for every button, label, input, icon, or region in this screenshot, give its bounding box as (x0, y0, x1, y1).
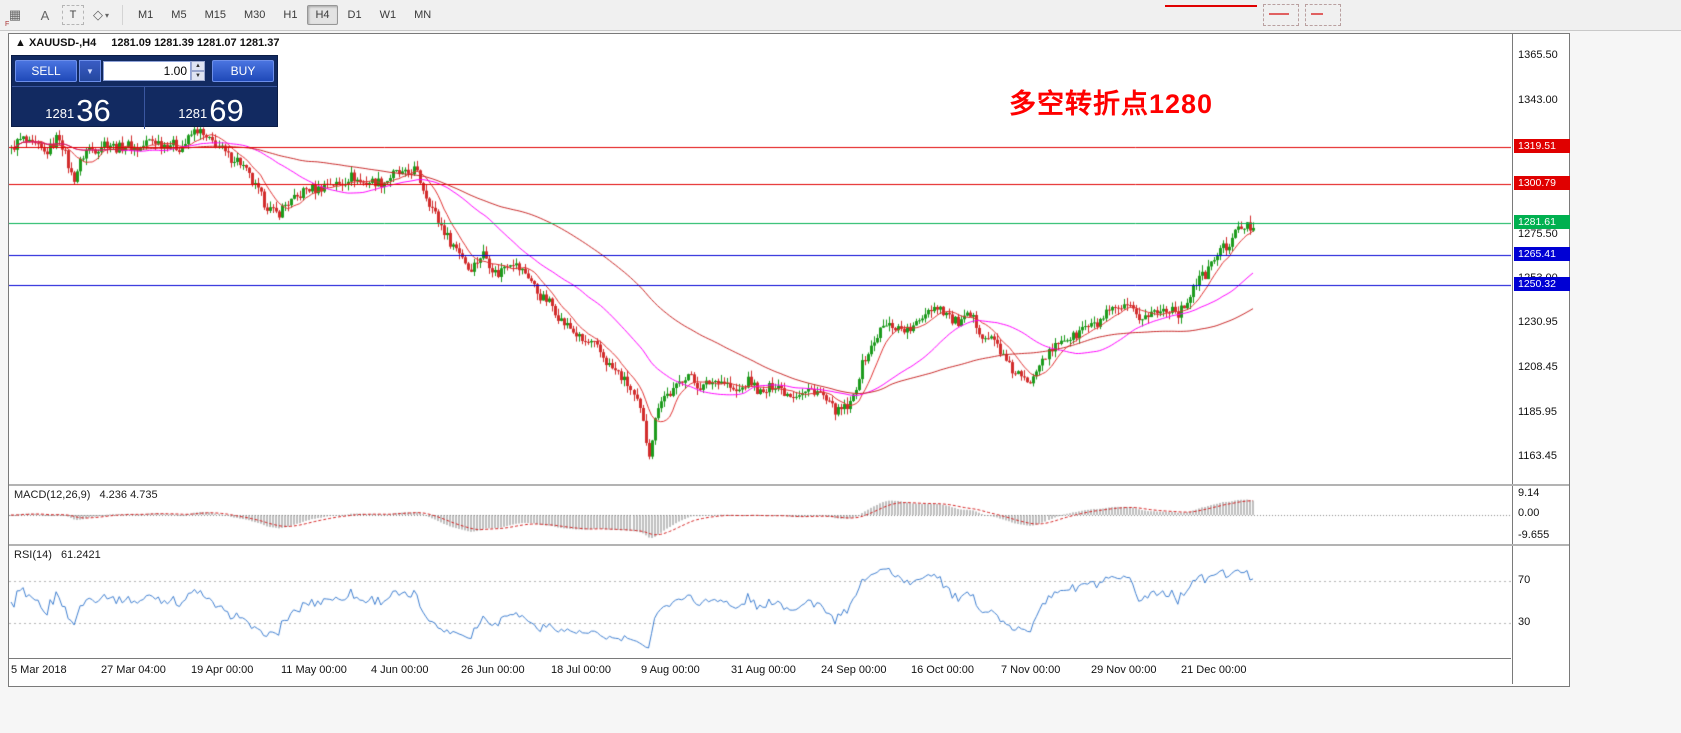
plot-column: ▲ XAUUSD-,H4 1281.09 1281.39 1281.07 128… (9, 34, 1511, 685)
text-label-tool-icon[interactable]: A (40, 7, 50, 23)
time-axis-label: 9 Aug 00:00 (641, 664, 700, 676)
time-axis-label: 19 Apr 00:00 (191, 664, 254, 676)
price-axis-label: 1163.45 (1518, 450, 1557, 463)
red-hline-object-icon[interactable] (1165, 5, 1257, 7)
time-axis-label: 18 Jul 00:00 (551, 664, 611, 676)
frame-mark (1311, 13, 1323, 15)
price-axis-label: 1275.50 (1518, 227, 1558, 240)
buy-price-small: 1281 (178, 106, 208, 121)
price-line-tag: 1281.61 (1514, 214, 1570, 229)
trade-panel-controls: SELL ▼ ▲ ▼ BUY (12, 56, 277, 86)
price-line-tag: 1319.51 (1514, 139, 1570, 154)
time-axis-label: 26 Jun 00:00 (461, 664, 525, 676)
price-axis-macd: 9.14 0.00 -9.655 (1513, 486, 1569, 544)
chart-annotation-text: 多空转折点1280 (1009, 89, 1214, 119)
sell-price-big: 36 (76, 93, 111, 128)
sell-price[interactable]: 1281 36 (12, 87, 144, 129)
grid-tool-glyph: ▦ (8, 7, 22, 22)
timeframe-button-H1[interactable]: H1 (283, 9, 298, 21)
symbol-title: XAUUSD-,H4 (28, 37, 97, 49)
macd-axis-label: 0.00 (1518, 507, 1540, 519)
rsi-axis-label: 70 (1518, 574, 1531, 587)
shapes-tool-icon[interactable]: ◇ ▾ (88, 3, 114, 27)
volume-stepper: ▲ ▼ (191, 61, 205, 81)
dotted-frame-icon[interactable] (1263, 4, 1299, 26)
price-axis-label: 1343.00 (1518, 93, 1558, 106)
timeframe-button-M5[interactable]: M5 (171, 9, 187, 21)
macd-label: MACD(12,26,9) (14, 489, 91, 501)
time-axis-label: 7 Nov 00:00 (1001, 664, 1061, 676)
rsi-panel-canvas[interactable] (9, 546, 1511, 658)
price-line-tag: 1250.32 (1514, 276, 1570, 291)
chart-window: ▲ XAUUSD-,H4 1281.09 1281.39 1281.07 128… (8, 33, 1570, 687)
toolbar-right-objects (1165, 0, 1341, 30)
volume-input[interactable] (103, 61, 191, 81)
timeframe-button-M1[interactable]: M1 (138, 9, 154, 21)
volume-spin-up[interactable]: ▲ (191, 61, 205, 71)
timeframe-button-MN[interactable]: MN (414, 9, 432, 21)
rsi-label: RSI(14) (14, 549, 52, 561)
time-axis-label: 5 Mar 2018 (11, 664, 67, 676)
chevron-down-icon: ▾ (104, 10, 109, 20)
volume-dropdown-button[interactable]: ▼ (79, 60, 101, 82)
panel-splitter[interactable] (9, 544, 1569, 546)
macd-axis-label: 9.14 (1518, 487, 1540, 499)
top-toolbar: ▦ F A T ◇ ▾ M1 M5 M15 M30 H1 H4 D1 W1 MN (0, 0, 1681, 31)
time-axis[interactable]: 5 Mar 2018 27 Mar 04:00 19 Apr 00:00 11 May… (9, 658, 1511, 685)
frame-mark (1269, 13, 1289, 15)
sell-button[interactable]: SELL (15, 60, 77, 82)
price-axis-label: 1185.95 (1518, 405, 1557, 418)
text-box-tool-icon[interactable]: T (62, 5, 84, 25)
macd-panel-canvas[interactable] (9, 486, 1511, 544)
timeframe-button-M30[interactable]: M30 (243, 9, 266, 21)
dotted-frame-icon[interactable] (1305, 4, 1341, 26)
time-axis-label: 31 Aug 00:00 (731, 664, 796, 676)
buy-button[interactable]: BUY (212, 60, 274, 82)
chart-direction-icon: ▲ (15, 37, 26, 49)
sell-price-small: 1281 (45, 106, 75, 121)
price-line-tag: 1300.79 (1514, 176, 1570, 191)
time-axis-label: 11 May 00:00 (281, 664, 347, 676)
price-divider (144, 87, 145, 129)
panel-splitter[interactable] (9, 484, 1569, 486)
macd-header: MACD(12,26,9) 4.236 4.735 (14, 489, 158, 501)
rsi-value: 61.2421 (60, 549, 101, 561)
buy-price[interactable]: 1281 69 (145, 87, 277, 129)
rsi-axis-label: 30 (1518, 615, 1531, 628)
time-axis-label: 29 Nov 00:00 (1091, 664, 1157, 676)
time-axis-label: 21 Dec 00:00 (1181, 664, 1247, 676)
volume-spin-down[interactable]: ▼ (191, 71, 205, 81)
grid-tool-icon[interactable]: ▦ F (2, 3, 28, 28)
timeframe-button-M15[interactable]: M15 (204, 9, 226, 21)
trade-panel-prices: 1281 36 1281 69 (12, 86, 277, 129)
price-axis-rsi: 70 30 (1513, 546, 1569, 658)
shapes-tool-glyph: ◇ (92, 7, 103, 22)
price-axis-column[interactable]: 1365.501343.001275.501253.001230.951208.… (1512, 34, 1570, 684)
volume-control: ▲ ▼ (103, 61, 205, 81)
price-axis-label: 1208.45 (1518, 360, 1558, 373)
rsi-header: RSI(14) 61.2421 (14, 549, 101, 561)
symbol-header: ▲ XAUUSD-,H4 1281.09 1281.39 1281.07 128… (15, 37, 279, 49)
timeframe-button-H4[interactable]: H4 (307, 5, 338, 25)
timeframe-button-D1[interactable]: D1 (347, 9, 362, 21)
price-axis-label: 1230.95 (1518, 316, 1558, 329)
price-line-tag: 1265.41 (1514, 246, 1570, 261)
price-axis-label: 1365.50 (1518, 48, 1558, 61)
buy-price-big: 69 (209, 93, 244, 128)
time-axis-label: 27 Mar 04:00 (101, 664, 166, 676)
macd-axis-label: -9.655 (1518, 529, 1550, 541)
price-axis-main: 1365.501343.001275.501253.001230.951208.… (1513, 34, 1570, 484)
grid-tool-sub: F (5, 21, 10, 28)
time-axis-label: 24 Sep 00:00 (821, 664, 887, 676)
toolbar-separator (122, 5, 123, 25)
ohlc-values: 1281.09 1281.39 1281.07 1281.37 (111, 37, 280, 49)
macd-values: 4.236 4.735 (99, 489, 158, 501)
timeframe-group: M1 M5 M15 M30 H1 H4 D1 W1 MN (129, 5, 440, 25)
one-click-trade-panel: SELL ▼ ▲ ▼ BUY 1281 36 1281 (11, 55, 278, 129)
time-axis-label: 16 Oct 00:00 (911, 664, 974, 676)
time-axis-label: 4 Jun 00:00 (371, 664, 429, 676)
timeframe-button-W1[interactable]: W1 (379, 9, 397, 21)
